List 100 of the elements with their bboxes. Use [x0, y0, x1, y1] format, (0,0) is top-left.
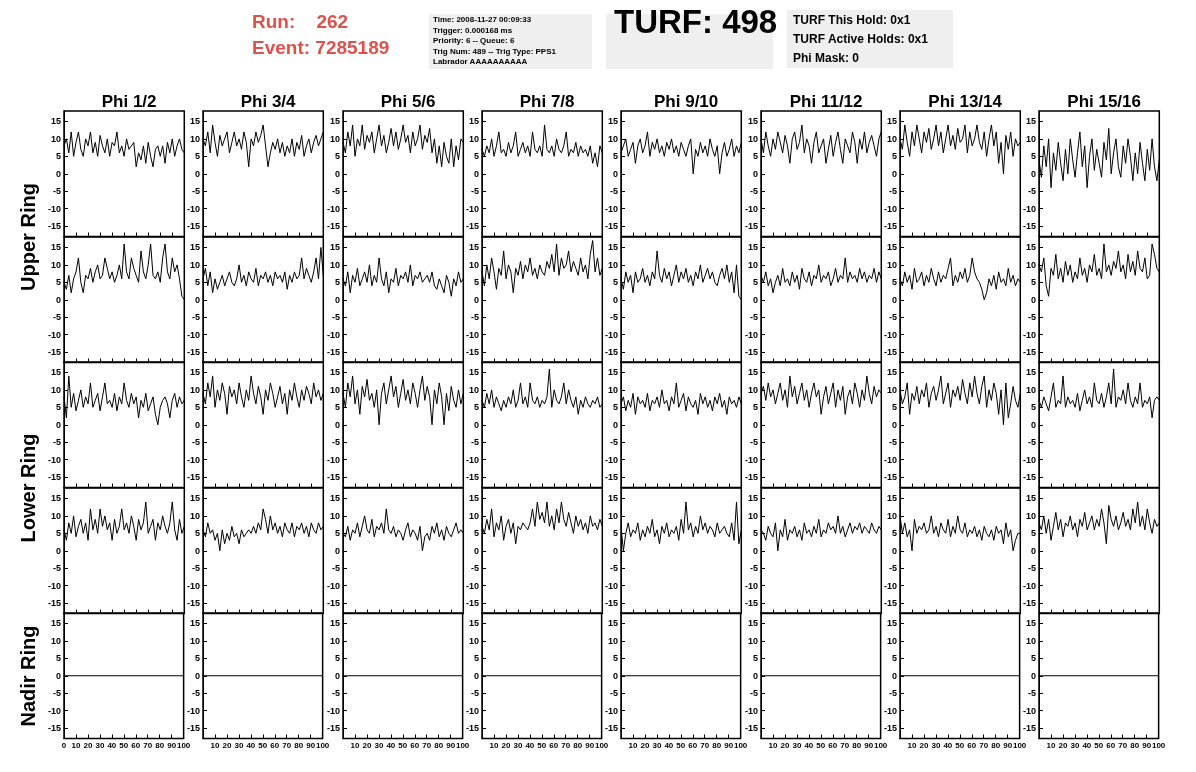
x-tick-label: 10 [907, 741, 917, 750]
y-tick-label: -5 [52, 688, 61, 699]
y-tick-label: 10 [747, 259, 758, 270]
y-tick-label: -15 [465, 346, 479, 357]
y-tick-label: 15 [468, 492, 479, 503]
y-tick-label: 5 [473, 402, 479, 413]
chart-title: Phi 3/4 [241, 92, 297, 111]
y-tick-label: 0 [334, 670, 340, 681]
y-tick-label: 10 [190, 133, 201, 144]
y-tick-label: -5 [749, 562, 758, 573]
x-tick-label: 50 [955, 741, 965, 750]
y-tick-label: 15 [468, 241, 479, 252]
x-tick-label: 10 [768, 741, 778, 750]
y-tick-label: 15 [329, 492, 340, 503]
text: Phi Mask: 0 [793, 50, 861, 67]
y-tick-label: 0 [891, 294, 897, 305]
y-tick-label: -5 [192, 311, 201, 322]
y-tick-label: -15 [326, 597, 340, 608]
y-tick-label: 0 [752, 294, 758, 305]
y-tick-label: 10 [747, 635, 758, 646]
y-tick-label: 15 [747, 618, 758, 629]
x-tick-label: 30 [513, 741, 523, 750]
y-tick-label: 15 [1026, 367, 1037, 378]
y-tick-label: -5 [470, 437, 479, 448]
x-tick-label: 20 [640, 741, 651, 750]
y-tick-label: -5 [1028, 562, 1037, 573]
y-tick-label: -5 [331, 437, 340, 448]
y-tick-label: -5 [749, 186, 758, 197]
y-tick-label: -5 [52, 186, 61, 197]
chart-title: Phi 11/12 [789, 92, 863, 111]
y-tick-label: 10 [747, 510, 758, 521]
y-tick-label: 0 [55, 419, 61, 430]
x-tick-label: 30 [791, 741, 802, 750]
y-tick-label: 5 [752, 527, 758, 538]
y-tick-label: -5 [610, 562, 619, 573]
y-tick-label: -10 [883, 705, 897, 716]
y-tick-label: 10 [190, 510, 201, 521]
y-tick-label: -10 [605, 203, 619, 214]
y-tick-label: 0 [1031, 294, 1037, 305]
x-tick-label: 50 [815, 741, 826, 750]
y-tick-label: 15 [1026, 116, 1037, 127]
y-tick-label: 0 [613, 419, 619, 430]
y-tick-label: -15 [883, 221, 897, 232]
x-tick-label: 40 [107, 741, 117, 750]
y-tick-label: -15 [187, 723, 201, 734]
y-tick-label: 15 [608, 618, 619, 629]
y-tick-label: 10 [747, 384, 758, 395]
y-tick-label: 15 [50, 618, 61, 629]
x-tick-label: 90 [167, 741, 177, 750]
y-tick-label: 10 [468, 510, 479, 521]
text: TURF Active Holds: 0x1 [793, 31, 929, 48]
chart-title: Phi 7/8 [519, 92, 575, 111]
x-tick-label: 80 [1130, 741, 1140, 750]
y-tick-label: 10 [50, 384, 61, 395]
y-tick-label: 10 [468, 259, 479, 270]
y-axis-title: Nadir Ring [17, 625, 39, 727]
x-tick-label: 80 [433, 741, 444, 750]
y-tick-label: -15 [326, 221, 340, 232]
y-tick-label: -15 [326, 346, 340, 357]
chart-title: Phi 15/16 [1067, 92, 1142, 111]
y-tick-label: -10 [326, 454, 340, 465]
x-tick-label: 70 [1118, 741, 1128, 750]
y-tick-label: 5 [752, 151, 758, 162]
y-tick-label: 0 [613, 670, 619, 681]
y-tick-label: 5 [55, 276, 61, 287]
y-tick-label: -5 [610, 688, 619, 699]
x-tick-label: 30 [95, 741, 105, 750]
y-tick-label: 5 [473, 151, 479, 162]
y-tick-label: -10 [465, 203, 479, 214]
y-tick-label: -5 [192, 437, 201, 448]
y-tick-label: -15 [883, 597, 897, 608]
y-tick-label: -10 [1023, 329, 1037, 340]
y-tick-label: -10 [187, 580, 201, 591]
y-tick-label: 0 [613, 545, 619, 556]
y-tick-label: -5 [470, 562, 479, 573]
y-tick-label: 10 [329, 259, 340, 270]
y-tick-label: -10 [744, 454, 758, 465]
text: Run: 262 [252, 10, 350, 34]
y-tick-label: -15 [744, 597, 758, 608]
y-tick-label: 15 [190, 618, 201, 629]
y-tick-label: -15 [605, 472, 619, 483]
x-tick-label: 100 [176, 741, 191, 750]
x-tick-label: 80 [712, 741, 722, 750]
x-tick-label: 90 [863, 741, 874, 750]
y-tick-label: -5 [749, 688, 758, 699]
y-tick-label: 0 [613, 168, 619, 179]
y-tick-label: -10 [744, 329, 758, 340]
x-tick-label: 70 [979, 741, 989, 750]
y-tick-label: -10 [1023, 203, 1037, 214]
y-tick-label: -15 [187, 346, 201, 357]
y-tick-label: 10 [329, 384, 340, 395]
y-tick-label: 10 [468, 384, 479, 395]
y-tick-label: 5 [1031, 151, 1037, 162]
y-tick-label: -5 [470, 186, 479, 197]
y-tick-label: -10 [187, 705, 201, 716]
x-tick-label: 70 [700, 741, 710, 750]
y-tick-label: 0 [891, 419, 897, 430]
y-tick-label: 5 [891, 276, 897, 287]
x-tick-label: 30 [652, 741, 663, 750]
y-tick-label: -15 [465, 472, 479, 483]
